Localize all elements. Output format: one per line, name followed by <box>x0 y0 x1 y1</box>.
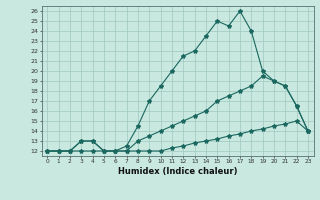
X-axis label: Humidex (Indice chaleur): Humidex (Indice chaleur) <box>118 167 237 176</box>
